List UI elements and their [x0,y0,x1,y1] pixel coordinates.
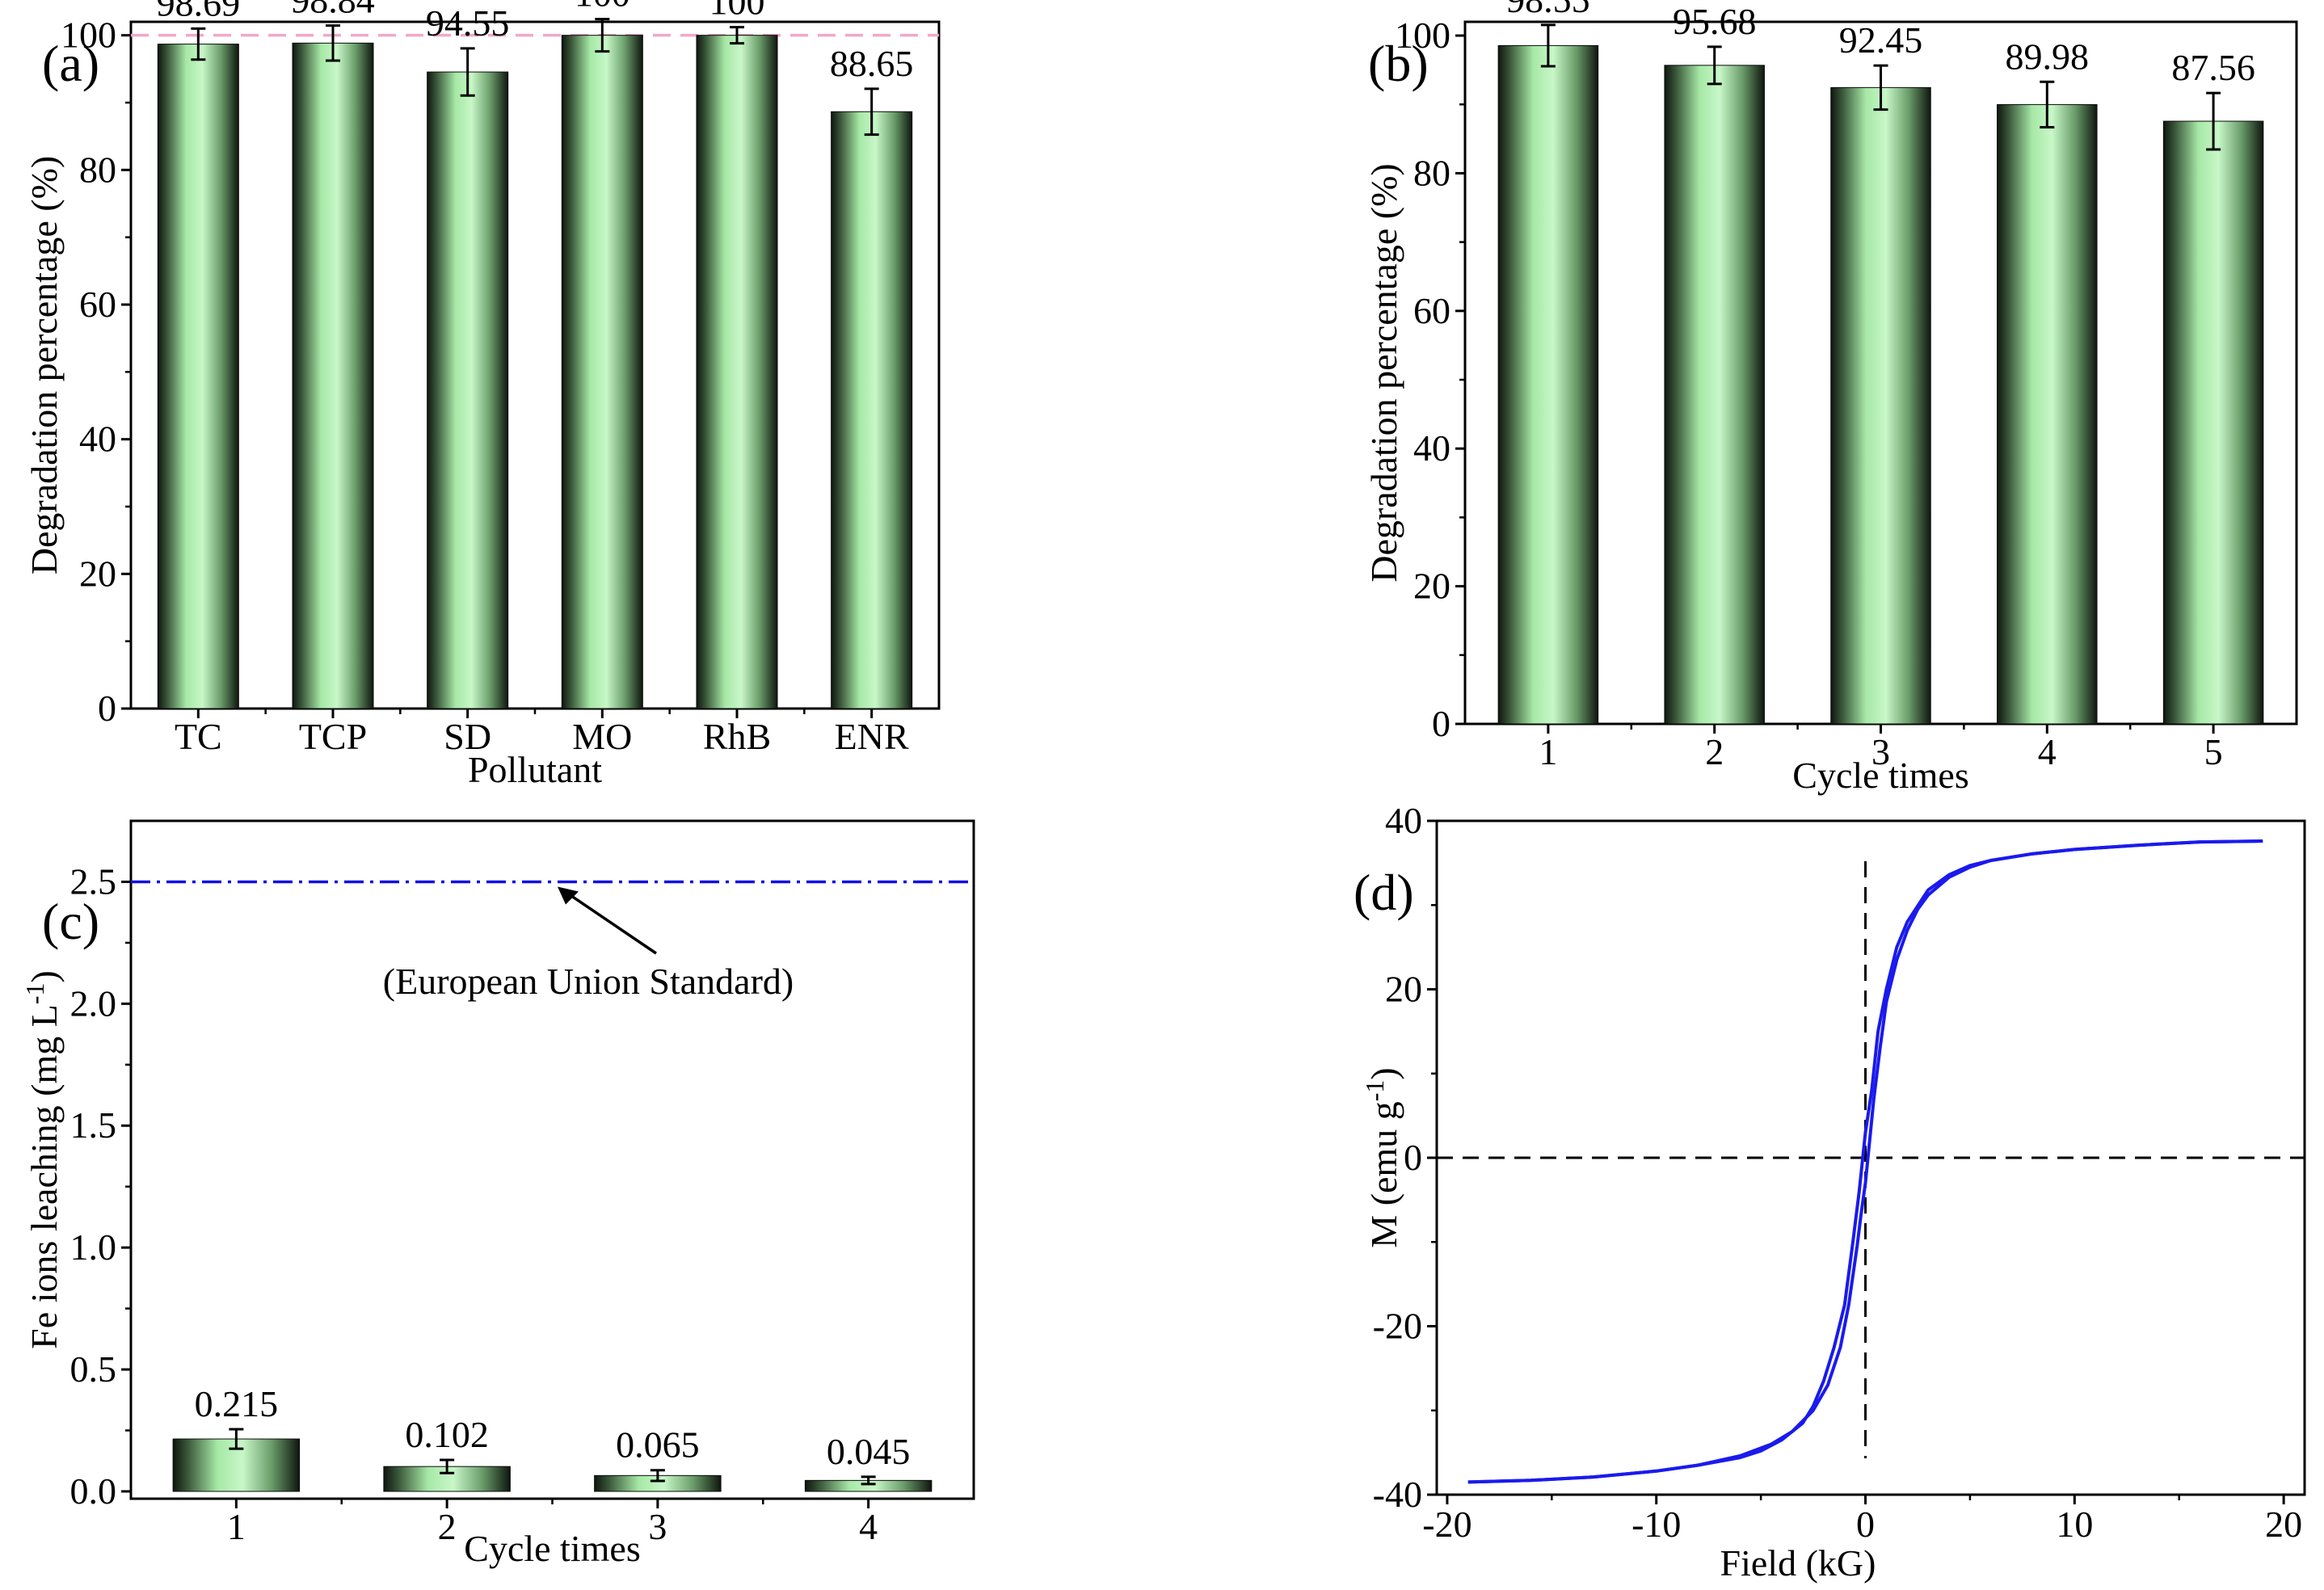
y-tick-label: 0.5 [70,1348,117,1390]
hysteresis-curve-descending [1467,839,2263,1484]
x-tick-label: RhB [703,716,771,757]
y-tick-label: 100 [61,15,116,56]
x-axis-label: Cycle times [1792,755,1968,796]
y-tick-label: 2.0 [70,982,117,1024]
y-tick-label: 60 [1413,290,1450,331]
value-label: 100 [709,0,765,23]
x-tick-label: 1 [1539,731,1557,772]
y-tick-label: 1.5 [70,1104,117,1146]
x-tick-label: TCP [299,716,367,757]
x-axis-label: Field (kG) [1720,1542,1876,1584]
value-label: 89.98 [2006,36,2090,77]
value-label: 100 [575,0,630,15]
panel-label: (a) [42,35,99,92]
value-label: 92.45 [1839,19,1923,61]
panel-b-degradation-by-cycle: 0 20 40 60 80 100 98.55 1 95.68 2 92.45 3 89.98 4 87.5… [1363,0,2298,796]
bar [427,71,509,709]
annotation-arrow-head [558,886,579,905]
value-label: 98.69 [157,0,241,23]
x-tick-label: 20 [2265,1504,2302,1545]
y-axis-label: Degradation percentage (%) [23,156,65,575]
bar [831,111,913,709]
bar [1497,44,1599,725]
bar [561,35,643,709]
x-tick-label: 2 [1705,731,1724,772]
value-label: 0.102 [405,1414,489,1455]
bar [1664,65,1765,725]
value-label: 98.55 [1506,0,1590,20]
bar [2162,120,2264,725]
y-tick-label: 20 [1413,566,1450,607]
panel-a-degradation-by-pollutant: 0 20 40 60 80 100 98.69 TC 98.84 TCP 94.55 SD 100 MO 1… [23,0,941,790]
y-tick-label: 20 [1385,969,1422,1010]
y-tick-label: 40 [1413,427,1450,469]
panel-c-fe-leaching: 0.0 0.5 1.0 1.5 2.0 2.5 0.215 1 0.102 2 0.065 3 0.04… [20,819,975,1569]
panel-label: (b) [1368,35,1429,92]
x-tick-label: 0 [1856,1504,1875,1545]
x-tick-label: 1 [227,1506,246,1547]
y-tick-label: 100 [1395,15,1450,56]
x-tick-label: -10 [1631,1504,1681,1545]
y-tick-label: 40 [1385,800,1422,841]
value-label: 88.65 [830,43,914,84]
bar [157,44,239,709]
y-axis-label: Fe ions leaching (mg L-1) [20,970,65,1349]
y-tick-label: 0 [1432,703,1450,744]
y-tick-label: 0.0 [70,1470,117,1512]
y-tick-label: 0 [98,688,116,729]
x-tick-label: ENR [835,716,909,757]
y-tick-label: 20 [79,553,116,594]
bar [1830,86,1931,725]
x-tick-label: TC [175,716,222,757]
x-tick-label: 3 [648,1506,667,1547]
value-label: 0.065 [616,1424,700,1466]
y-tick-label: -40 [1373,1474,1422,1515]
x-tick-label: MO [572,716,632,757]
value-label: 95.68 [1673,1,1757,42]
bar [1997,103,2098,725]
y-tick-label: 2.5 [70,860,117,902]
x-tick-label: 4 [2038,731,2057,772]
y-tick-label: 40 [79,419,116,460]
value-label: 0.045 [827,1431,911,1472]
bar [696,35,778,709]
panel-label: (c) [42,893,99,950]
y-tick-label: 80 [79,149,116,190]
x-tick-label: -20 [1422,1504,1471,1545]
y-axis-label: M (emu g-1) [1360,1067,1404,1247]
x-axis-label: Cycle times [464,1528,640,1569]
y-tick-label: 60 [79,284,116,325]
value-label: 87.56 [2171,47,2255,88]
value-label: 94.55 [426,2,510,44]
y-tick-label: 80 [1413,152,1450,193]
x-tick-label: SD [444,716,491,757]
plot-frame-a [129,20,941,710]
value-label: 0.215 [195,1383,279,1424]
x-tick-label: 4 [859,1506,878,1547]
y-tick-label: 1.0 [70,1226,117,1268]
annotation-label: (European Union Standard) [383,961,794,1002]
y-tick-label: 0 [1404,1137,1422,1178]
bar [292,42,374,709]
y-tick-label: -20 [1373,1306,1422,1347]
x-tick-label: 5 [2204,731,2223,772]
x-tick-label: 3 [1871,731,1890,772]
value-label: 98.84 [291,0,375,21]
x-tick-label: 2 [438,1506,457,1547]
x-axis-label: Pollutant [468,749,602,790]
y-axis-label: Degradation percentage (%) [1363,163,1404,583]
x-tick-label: 10 [2056,1504,2093,1545]
annotation-arrow-shaft [566,892,657,955]
panel-label: (d) [1354,864,1414,921]
